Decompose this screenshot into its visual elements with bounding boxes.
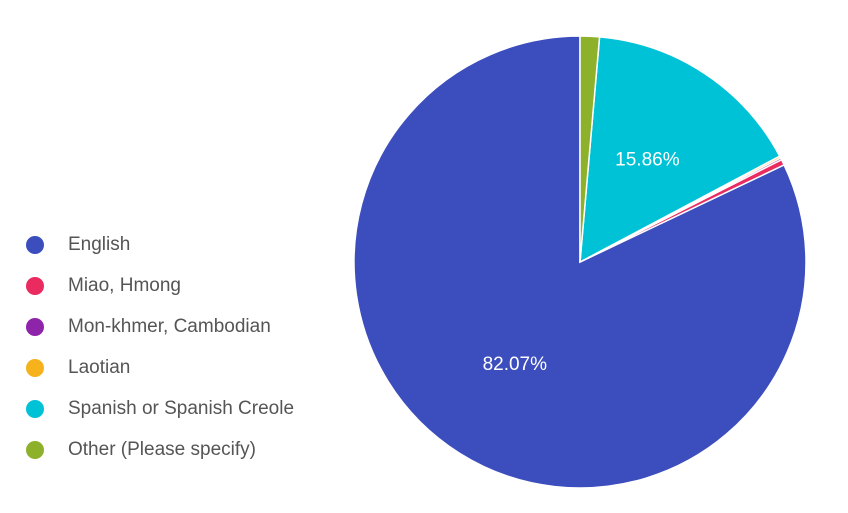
chart-legend: English Miao, Hmong Mon-khmer, Cambodian La…	[26, 224, 356, 470]
legend-label: Mon-khmer, Cambodian	[68, 315, 271, 337]
legend-dot-icon	[26, 440, 44, 459]
legend-dot-icon	[26, 358, 44, 377]
legend-item[interactable]: Miao, Hmong	[26, 265, 356, 306]
pie-data-labels: 82.07% 15.86%	[483, 149, 680, 375]
legend-dot-icon	[26, 276, 44, 295]
legend-dot-icon	[26, 235, 44, 254]
legend-item[interactable]: Mon-khmer, Cambodian	[26, 306, 356, 347]
legend-label: English	[68, 233, 131, 255]
legend-item[interactable]: Other (Please specify)	[26, 429, 356, 470]
legend-item[interactable]: English	[26, 224, 356, 265]
legend-dot-icon	[26, 317, 44, 336]
legend-dot-icon	[26, 399, 44, 418]
pie-slice[interactable]	[579, 35, 601, 263]
legend-label: Spanish or Spanish Creole	[68, 397, 295, 419]
pie-data-label: 82.07%	[483, 354, 548, 375]
legend-label: Miao, Hmong	[68, 274, 181, 296]
pie-data-label: 15.86%	[615, 149, 680, 170]
legend-item[interactable]: Laotian	[26, 347, 356, 388]
pie-slices	[353, 35, 807, 489]
legend-item[interactable]: Spanish or Spanish Creole	[26, 388, 356, 429]
legend-label: Other (Please specify)	[68, 438, 256, 460]
pie-slice[interactable]	[579, 36, 781, 264]
legend-label: Laotian	[68, 356, 131, 378]
pie-slice[interactable]	[353, 35, 807, 489]
